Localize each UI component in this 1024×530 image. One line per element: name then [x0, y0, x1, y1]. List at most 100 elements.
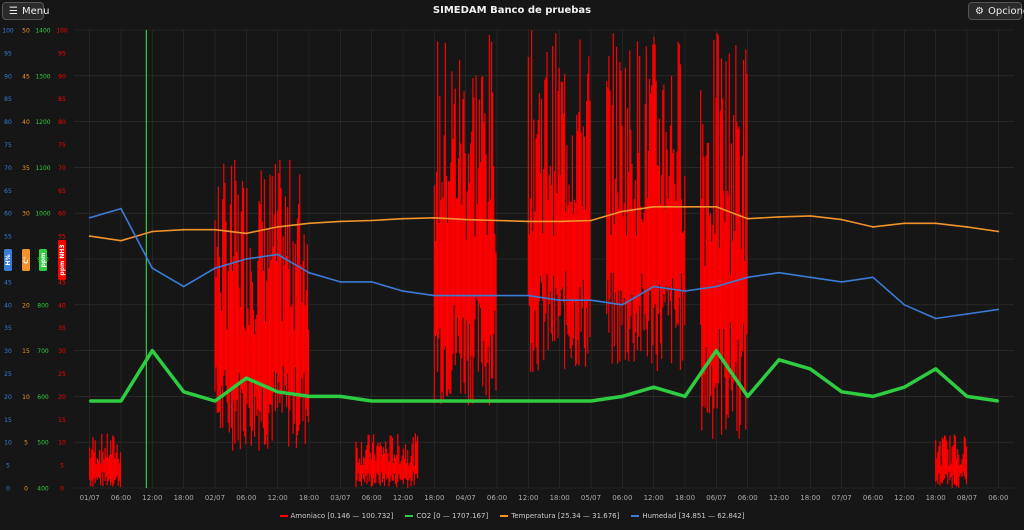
legend-swatch — [500, 515, 509, 517]
series-point-hum — [245, 258, 248, 260]
series-point-hum — [276, 253, 279, 256]
y-tick-label-nh3: 45 — [58, 279, 66, 286]
series-point-temp — [966, 226, 968, 228]
y-tick-label-nh3: 65 — [58, 188, 66, 195]
series-point-temp — [715, 205, 718, 208]
y-tick-label-co2: 700 — [37, 348, 49, 355]
y-tick-label-nh3: 100 — [56, 28, 68, 35]
axis-label-hum: H% — [5, 254, 12, 265]
x-tick-label: 06:00 — [988, 494, 1008, 502]
x-tick-label: 12:00 — [393, 494, 413, 502]
series-point-co2 — [214, 400, 216, 402]
y-tick-label-nh3: 70 — [58, 165, 66, 172]
series-point-temp — [652, 205, 655, 208]
y-tick-label-hum: 80 — [4, 119, 12, 126]
options-button-label: Opciones — [987, 5, 1024, 17]
series-line-co2 — [89, 348, 999, 403]
series-point-co2 — [276, 390, 279, 393]
y-tick-label-nh3: 55 — [58, 234, 66, 241]
options-button[interactable]: ⚙ Opciones — [968, 2, 1024, 20]
series-point-temp — [527, 220, 530, 223]
series-point-temp — [120, 239, 122, 242]
axis-label-badge-temp — [22, 249, 30, 271]
series-point-temp — [558, 220, 561, 223]
x-tick-label: 12:00 — [769, 494, 789, 502]
y-tick-label-hum: 100 — [2, 28, 14, 35]
x-tick-label: 08/07 — [957, 494, 977, 502]
y-tick-label-temp: 35 — [22, 165, 30, 172]
series-point-temp — [339, 220, 342, 223]
y-tick-label-nh3: 90 — [58, 73, 66, 80]
series-point-co2 — [746, 395, 749, 398]
series-point-temp — [433, 216, 436, 219]
page-title: SIMEDAM Banco de pruebas — [432, 5, 592, 16]
legend-item[interactable]: Humedad [34.851 — 62.842] — [631, 512, 744, 520]
y-tick-label-temp: 10 — [22, 394, 30, 401]
series-point-co2 — [88, 400, 91, 402]
series-point-co2 — [527, 400, 530, 402]
y-tick-label-nh3: 20 — [58, 394, 66, 401]
y-tick-label-nh3: 30 — [58, 348, 66, 355]
legend: Amoniaco [0.146 — 100.732] CO2 [0 — 1707.… — [0, 512, 1024, 520]
x-tick-label: 06:00 — [612, 494, 632, 502]
y-tick-label-hum: 60 — [4, 211, 12, 218]
x-tick-label: 18:00 — [299, 494, 319, 502]
x-tick-label: 12:00 — [142, 494, 162, 502]
x-tick-label: 18:00 — [926, 494, 946, 502]
series-point-hum — [966, 313, 968, 315]
y-tick-label-hum: 90 — [4, 73, 12, 80]
series-point-temp — [997, 230, 1000, 233]
legend-swatch — [631, 515, 640, 517]
series-point-temp — [590, 219, 592, 222]
x-tick-label: 18:00 — [675, 494, 695, 502]
y-tick-label-temp: 45 — [22, 73, 30, 80]
legend-item[interactable]: Amoniaco [0.146 — 100.732] — [279, 512, 393, 520]
series-point-temp — [182, 228, 185, 231]
series-point-hum — [778, 271, 780, 274]
legend-item[interactable]: Temperatura [25.34 — 31.676] — [500, 512, 619, 520]
series-point-hum — [934, 317, 937, 320]
series-point-co2 — [934, 368, 937, 370]
y-tick-label-hum: 95 — [4, 50, 12, 57]
series-point-co2 — [872, 395, 874, 398]
series-point-hum — [558, 299, 561, 302]
series-point-co2 — [809, 368, 812, 370]
series-point-co2 — [966, 395, 968, 398]
x-tick-label: 06:00 — [487, 494, 507, 502]
series-point-co2 — [903, 386, 906, 389]
series-point-co2 — [778, 358, 780, 361]
y-tick-label-hum: 35 — [4, 325, 12, 332]
series-point-temp — [778, 215, 780, 218]
x-tick-label: 18:00 — [174, 494, 194, 502]
series-point-hum — [684, 290, 686, 292]
series-point-hum — [590, 299, 592, 302]
x-tick-label: 03/07 — [330, 494, 350, 502]
y-tick-label-hum: 25 — [4, 371, 12, 378]
x-tick-label: 12:00 — [268, 494, 288, 502]
y-tick-label-hum: 30 — [4, 348, 12, 355]
series-point-hum — [903, 303, 906, 306]
series-point-co2 — [245, 377, 248, 379]
series-point-hum — [872, 276, 874, 279]
series-point-hum — [840, 281, 843, 283]
series-point-hum — [182, 285, 185, 288]
axis-label-temp: C° — [23, 256, 30, 263]
axis-label-badge-co2 — [39, 249, 47, 271]
legend-item[interactable]: CO2 [0 — 1707.167] — [405, 512, 488, 520]
x-tick-label: 06:00 — [111, 494, 131, 502]
series-point-temp — [464, 218, 467, 221]
y-tick-label-temp: 30 — [22, 211, 30, 218]
y-tick-label-nh3: 85 — [58, 96, 66, 103]
menu-button[interactable]: ☰ Menu — [2, 2, 49, 20]
series-point-temp — [621, 210, 624, 213]
axis-label-badge-hum — [4, 249, 12, 271]
y-tick-label-hum: 45 — [4, 279, 12, 286]
series-point-hum — [997, 308, 1000, 311]
series-point-hum — [339, 281, 342, 283]
series-point-hum — [746, 276, 749, 279]
y-tick-label-temp: 50 — [22, 28, 30, 35]
menu-button-label: Menu — [21, 5, 50, 17]
series-point-hum — [308, 271, 310, 274]
series-point-hum — [88, 216, 91, 219]
series-point-co2 — [182, 390, 185, 393]
